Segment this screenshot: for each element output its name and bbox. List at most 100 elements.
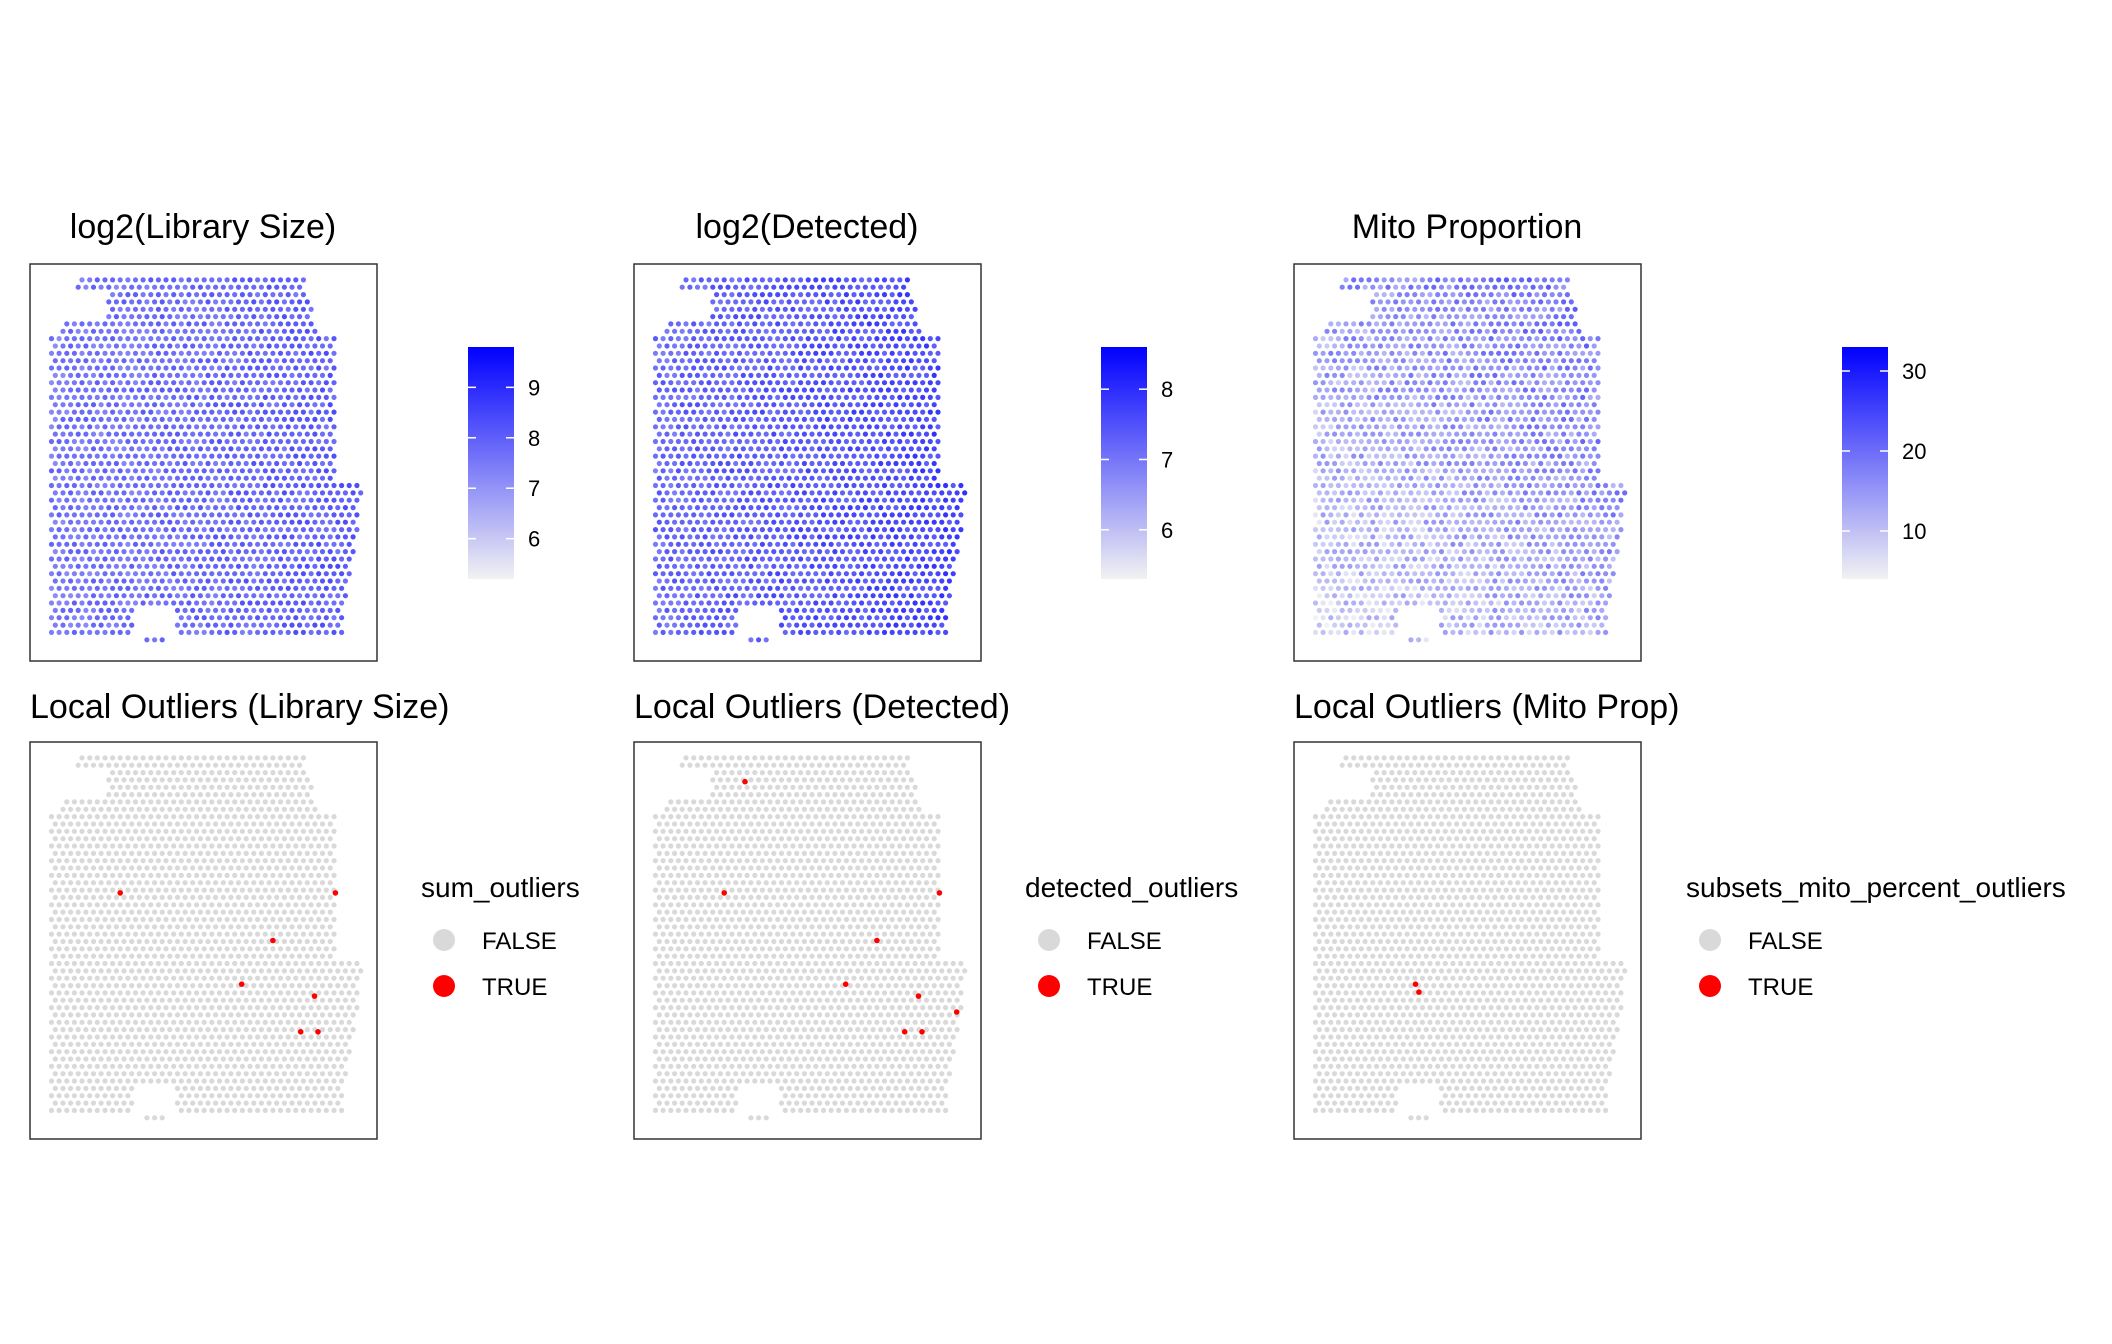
tissue-spot — [1435, 336, 1441, 342]
tissue-spot — [733, 578, 739, 584]
tissue-spot — [1316, 431, 1322, 437]
tissue-spot — [771, 446, 777, 452]
tissue-spot — [752, 277, 758, 283]
tissue-spot — [1477, 534, 1483, 540]
tissue-spot — [129, 460, 135, 467]
tissue-spot — [327, 387, 333, 393]
tissue-spot — [174, 607, 181, 614]
tissue-spot — [1507, 416, 1513, 422]
tissue-spot — [48, 571, 55, 577]
tissue-spot — [786, 314, 792, 320]
tissue-spot — [1385, 372, 1391, 378]
tissue-spot — [862, 328, 869, 334]
tissue-spot — [824, 446, 830, 452]
tissue-spot — [931, 519, 937, 525]
tissue-spot — [220, 284, 226, 290]
tissue-spot — [1435, 409, 1441, 415]
tissue-spot — [1572, 350, 1578, 356]
tissue-spot — [702, 431, 708, 437]
tissue-spot — [1595, 497, 1601, 503]
tissue-spot — [129, 593, 135, 599]
tissue-spot — [771, 460, 777, 467]
tissue-spot — [258, 314, 264, 320]
tissue-spot — [832, 314, 838, 320]
tissue-spot — [763, 534, 769, 540]
tissue-spot — [90, 534, 97, 540]
tissue-spot — [1354, 475, 1361, 481]
tissue-spot — [668, 380, 674, 386]
tissue-spot — [679, 446, 685, 452]
tissue-spot — [117, 350, 123, 356]
tissue-spot — [729, 306, 735, 312]
tissue-spot — [1480, 497, 1487, 503]
tissue-spot — [1519, 453, 1525, 459]
tissue-spot — [870, 593, 876, 599]
tissue-spot — [255, 306, 261, 312]
tissue-spot — [660, 453, 666, 459]
tissue-spot — [251, 475, 257, 481]
tissue-spot — [862, 416, 869, 422]
tissue-spot — [908, 343, 914, 349]
tissue-spot — [893, 475, 899, 481]
tissue-spot — [1477, 402, 1483, 408]
tissue-spot — [1473, 512, 1479, 518]
tissue-spot — [889, 380, 895, 386]
tissue-spot — [1530, 343, 1536, 349]
tissue-spot — [178, 365, 184, 371]
tissue-spot — [98, 431, 104, 437]
tissue-spot — [1431, 284, 1437, 290]
tissue-spot — [190, 284, 196, 290]
tissue-spot — [771, 299, 777, 305]
tissue-spot — [1614, 505, 1620, 511]
tissue-spot — [679, 372, 685, 378]
tissue-spot — [1480, 350, 1487, 356]
tissue-spot — [881, 321, 888, 327]
tissue-spot — [350, 505, 356, 511]
tissue-spot — [94, 336, 100, 342]
tissue-spot — [155, 585, 161, 591]
tissue-spot — [820, 394, 827, 400]
tissue-spot — [266, 402, 272, 408]
tissue-spot — [129, 284, 135, 290]
tissue-spot — [1347, 431, 1353, 437]
tissue-spot — [1446, 460, 1452, 467]
tissue-spot — [144, 314, 150, 320]
tissue-spot — [1312, 380, 1319, 386]
tissue-spot — [255, 424, 261, 430]
tissue-spot — [1381, 497, 1387, 503]
tissue-spot — [878, 593, 884, 599]
tissue-spot — [136, 446, 142, 452]
tissue-spot — [721, 380, 727, 386]
tissue-spot — [1393, 402, 1399, 408]
tissue-spot — [870, 607, 876, 614]
tissue-spot — [262, 585, 268, 591]
tissue-spot — [56, 424, 62, 430]
tissue-spot — [1488, 365, 1494, 371]
tissue-spot — [1522, 446, 1528, 452]
tissue-spot — [1458, 453, 1464, 459]
tissue-spot — [121, 519, 127, 525]
tissue-spot — [194, 394, 200, 400]
tissue-spot — [759, 277, 766, 283]
tissue-spot — [331, 527, 337, 533]
tissue-spot — [1473, 394, 1479, 400]
tissue-spot — [717, 416, 724, 422]
tissue-spot — [801, 534, 808, 540]
tissue-spot — [912, 424, 918, 430]
tissue-spot — [1442, 336, 1448, 342]
tissue-spot — [920, 629, 926, 636]
tissue-spot — [836, 600, 842, 606]
tissue-spot — [1507, 358, 1513, 364]
tissue-spot — [771, 314, 777, 320]
tissue-spot — [908, 475, 914, 481]
tissue-spot — [155, 380, 161, 386]
tissue-spot — [744, 336, 750, 342]
tissue-spot — [1583, 372, 1590, 378]
tissue-spot — [129, 475, 135, 481]
tissue-spot — [1503, 394, 1509, 400]
tissue-spot — [843, 394, 850, 400]
tissue-spot — [1343, 350, 1349, 356]
tissue-spot — [1561, 328, 1567, 334]
tissue-spot — [763, 490, 769, 496]
tissue-spot — [1358, 321, 1364, 327]
